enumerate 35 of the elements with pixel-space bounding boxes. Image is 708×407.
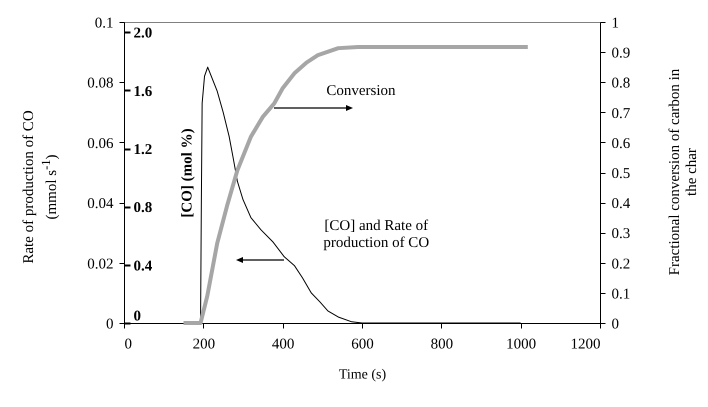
y-tick-label: 0.08: [87, 76, 114, 92]
annotation: Conversion: [325, 83, 397, 100]
x-tick-label: 1200: [570, 336, 600, 352]
y2-tick-label: 0.3: [612, 226, 630, 242]
y3-axis-title: [CO] (mol %): [180, 128, 196, 218]
x-tick-label: 600: [351, 336, 374, 352]
y2-tick-label: 0: [612, 316, 619, 332]
x-tick-label: 0: [124, 336, 132, 352]
x-tick-label: 1000: [506, 336, 536, 352]
y-tick-label: 0.02: [87, 256, 114, 272]
y3-tick-label: 2.0: [134, 26, 152, 42]
annotation: [CO] and Rate of production of CO: [322, 218, 430, 252]
x-tick-label: 800: [430, 336, 454, 352]
y3-tick-label: 0.8: [134, 200, 152, 216]
y-tick-label: 0: [106, 316, 114, 332]
y-tick-label: 0.1: [94, 16, 114, 32]
y-tick-label: 0.04: [87, 196, 114, 212]
x-tick-label: 200: [192, 336, 216, 352]
y2-tick-label: 0.5: [612, 166, 630, 182]
y2-tick-label: 0.2: [612, 256, 630, 272]
x-tick-label: 400: [272, 336, 294, 352]
y3-tick-label: 1.2: [134, 142, 152, 158]
y3-tick-label: 1.6: [134, 84, 153, 100]
y2-tick-label: 1: [612, 16, 619, 32]
y2-tick-label: 0.4: [612, 196, 631, 212]
y3-tick-label: 0.4: [134, 258, 153, 274]
y3-tick-label: 0: [134, 308, 141, 324]
y2-axis-title: Fractional conversion of carbon in the char: [667, 68, 701, 278]
y2-tick-label: 0.9: [612, 46, 630, 62]
y2-tick-label: 0.7: [612, 106, 631, 122]
y2-tick-label: 0.1: [612, 286, 630, 302]
x-axis-title: Time (s): [338, 368, 386, 382]
y2-tick-label: 0.6: [612, 136, 631, 152]
y2-tick-label: 0.8: [612, 76, 630, 92]
y-tick-label: 0.06: [87, 136, 114, 152]
